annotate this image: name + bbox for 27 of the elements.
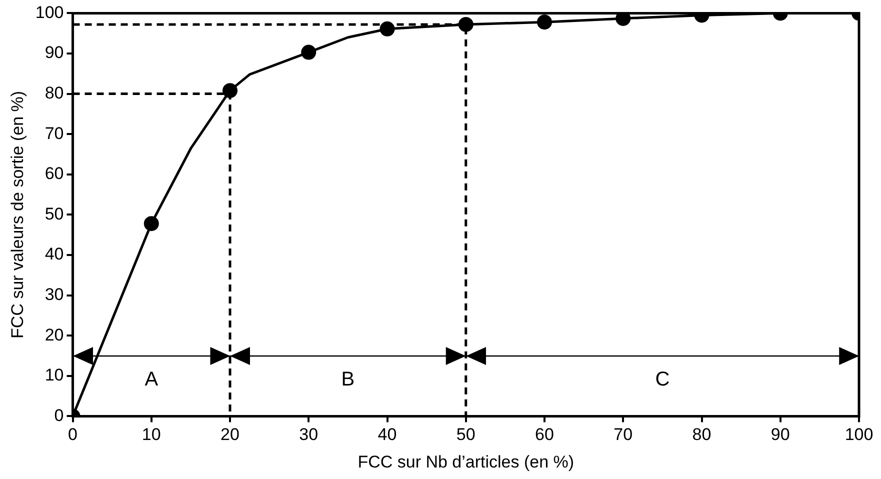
x-tick-label: 10 [142, 425, 161, 444]
y-tick-label: 60 [44, 164, 64, 184]
y-tick-label: 10 [44, 366, 64, 385]
y-tick-label: 0 [54, 406, 64, 425]
annotation: B [341, 368, 355, 390]
y-tick-label: 30 [44, 284, 64, 304]
x-tick-label: 100 [844, 425, 874, 444]
y-tick-label: 70 [44, 124, 64, 143]
y-tick-label: 100 [35, 2, 64, 22]
x-tick-label: 0 [68, 425, 78, 444]
y-axis-title: FCC sur valeurs de sortie (en %) [8, 90, 27, 338]
x-axis-title: FCC sur Nb d’articles (en %) [358, 452, 574, 472]
x-tick-label: 40 [378, 425, 397, 444]
y-tick-label: 80 [44, 83, 64, 102]
x-tick-label: 90 [770, 425, 790, 444]
x-tick-label: 80 [692, 425, 712, 444]
x-tick-label: 20 [220, 425, 240, 444]
y-tick-label: 40 [44, 244, 64, 264]
x-tick-label: 60 [535, 425, 554, 444]
annotation: C [655, 368, 670, 390]
y-tick-label: 20 [44, 325, 64, 344]
annotation: A [144, 368, 159, 390]
x-tick-label: 50 [456, 425, 476, 444]
y-tick-label: 90 [44, 43, 64, 62]
y-tick-label: 50 [44, 204, 64, 224]
x-tick-label: 70 [614, 425, 633, 444]
x-tick-label: 30 [299, 425, 318, 444]
